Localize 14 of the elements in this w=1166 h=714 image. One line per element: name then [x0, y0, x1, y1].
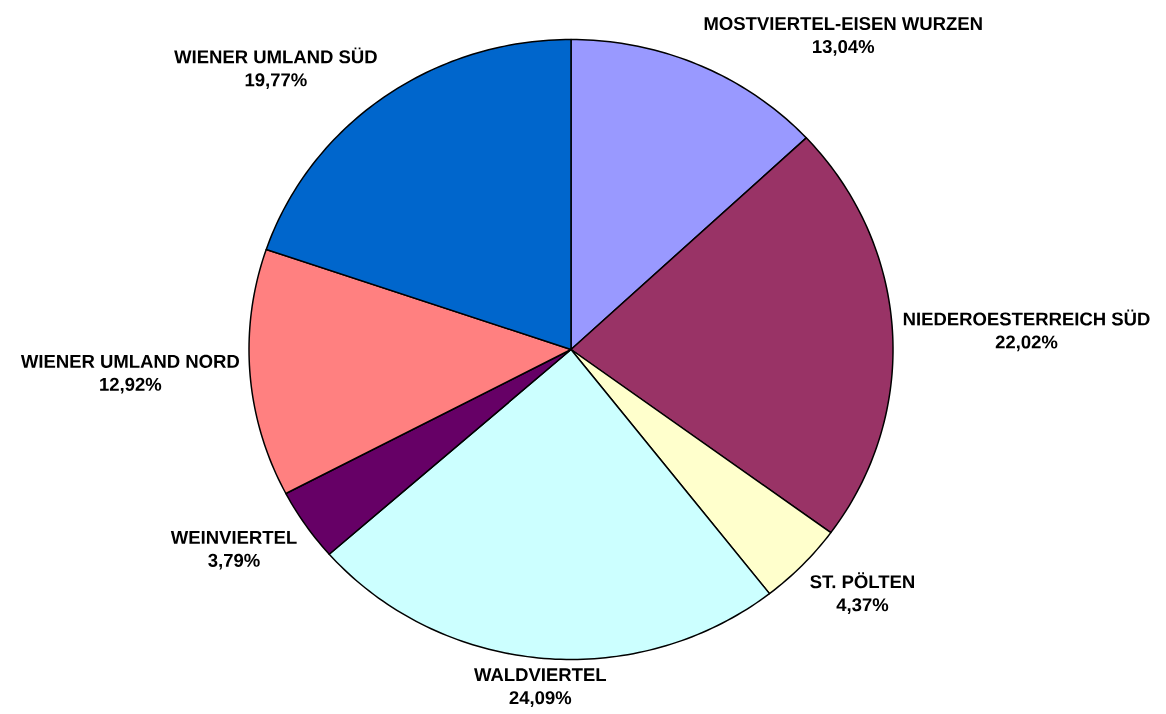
- data-label: 13,04%: [813, 39, 875, 56]
- data-label: 22,02%: [995, 335, 1058, 352]
- data-label: 4,37%: [836, 598, 889, 614]
- slice-label: NIEDEROESTERREICH SÜD: [903, 309, 1150, 326]
- data-label: 12,92%: [100, 377, 162, 394]
- slice-label: MOSTVIERTEL-EISEN WURZEN: [704, 16, 982, 31]
- slice-label: WIENER UMLAND SÜD: [174, 47, 377, 64]
- slice-label: WIENER UMLAND NORD: [20, 354, 239, 368]
- data-label: 3,79%: [208, 553, 260, 570]
- slice-label: WALDVIERTEL: [474, 668, 607, 682]
- slice-label: WEINVIERTEL: [170, 530, 297, 544]
- slice-label: ST. PÖLTEN: [810, 572, 914, 589]
- data-label: 19,77%: [245, 73, 307, 90]
- data-label: 24,09%: [509, 691, 572, 707]
